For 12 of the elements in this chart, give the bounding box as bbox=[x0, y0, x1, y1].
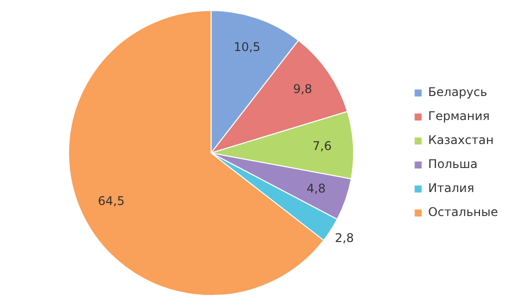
legend-label: Казахстан bbox=[428, 133, 494, 148]
legend-label: Остальные bbox=[428, 205, 498, 220]
data-label: 4,8 bbox=[306, 181, 326, 196]
legend-label: Польша bbox=[428, 157, 478, 172]
data-label: 10,5 bbox=[234, 40, 260, 54]
data-label: 2,8 bbox=[334, 230, 354, 245]
data-label: 7,6 bbox=[312, 138, 332, 153]
legend-label: Германия bbox=[428, 109, 490, 124]
data-label: 9,8 bbox=[293, 82, 312, 96]
data-label: 64,5 bbox=[98, 194, 125, 208]
legend-label: Беларусь bbox=[428, 85, 488, 100]
legend-label: Италия bbox=[428, 181, 474, 196]
